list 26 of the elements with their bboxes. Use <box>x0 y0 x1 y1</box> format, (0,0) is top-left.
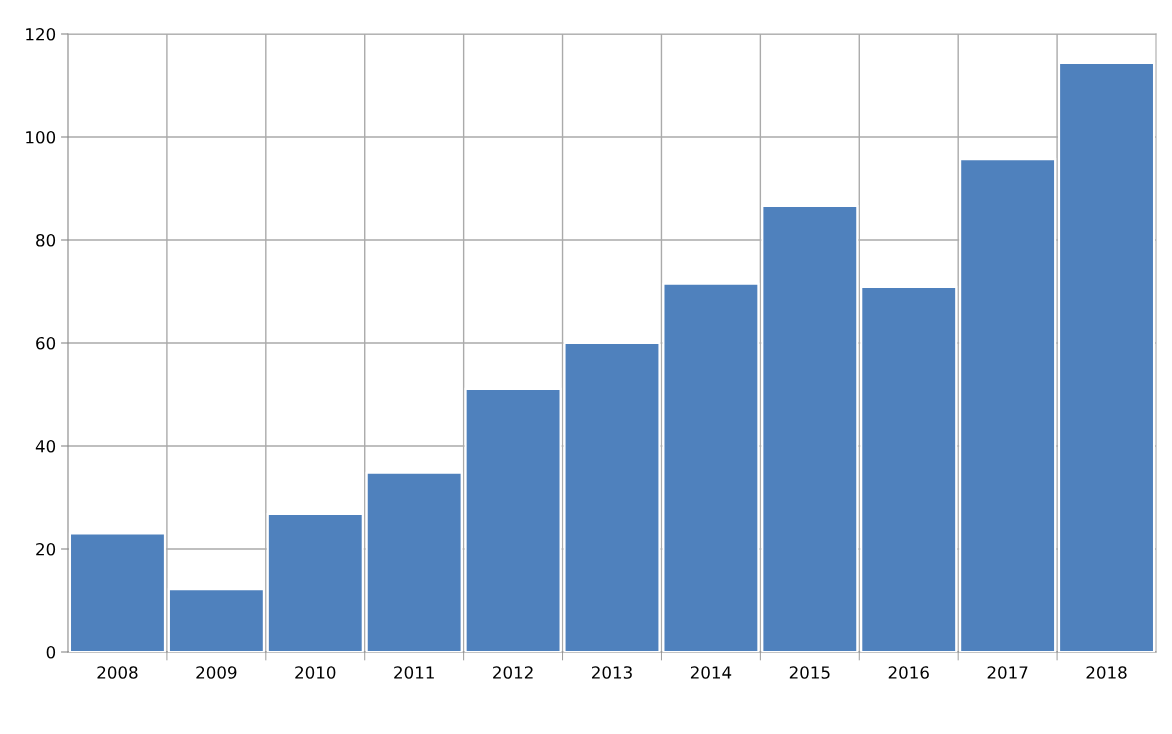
x-tick-label: 2009 <box>196 666 237 679</box>
x-tick-label: 2015 <box>789 666 830 679</box>
x-tick-label: 2017 <box>987 666 1028 679</box>
y-tick-label: 20 <box>36 542 56 556</box>
bar <box>761 204 859 652</box>
bar <box>959 158 1057 652</box>
y-tick-label: 120 <box>26 27 56 41</box>
bar <box>68 532 166 652</box>
y-tick-label: 40 <box>35 439 56 453</box>
bar <box>365 471 463 652</box>
x-tick-label: 2016 <box>888 666 929 679</box>
x-tick-label: 2012 <box>493 666 533 679</box>
bar <box>266 512 364 652</box>
bar <box>1058 61 1156 652</box>
x-tick-label: 2018 <box>1086 666 1127 679</box>
y-tick-label: 60 <box>36 336 56 350</box>
x-tick-label: 2013 <box>592 666 632 679</box>
x-tick-label: 2014 <box>690 666 732 679</box>
y-tick-label: 0 <box>46 645 56 659</box>
y-tick-label: 80 <box>36 233 56 247</box>
x-tick-label: 2011 <box>394 666 434 679</box>
x-tick-label: 2010 <box>295 666 336 679</box>
bar <box>167 588 265 652</box>
bar <box>860 285 958 652</box>
x-tick-label: 2008 <box>97 666 138 679</box>
y-tick-label: 100 <box>26 130 56 144</box>
